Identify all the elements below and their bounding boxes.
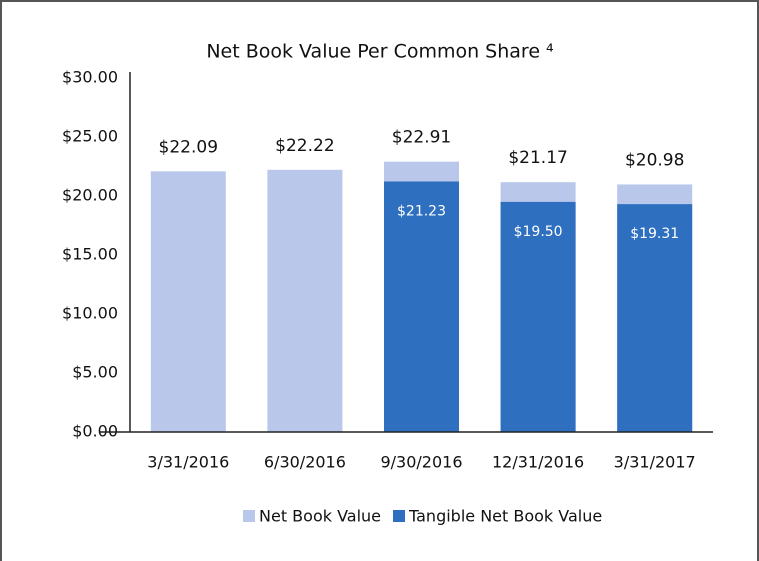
x-tick-label: 3/31/2016: [147, 453, 229, 472]
data-label: $19.31: [630, 226, 679, 242]
data-label: $20.98: [625, 150, 684, 170]
legend-swatch: [243, 510, 255, 522]
legend-label: Net Book Value: [259, 507, 381, 526]
data-label: $22.09: [159, 137, 218, 157]
legend-swatch: [393, 510, 405, 522]
data-label: $21.17: [508, 148, 567, 168]
y-tick-label: $20.00: [62, 186, 118, 205]
bar: [384, 181, 459, 432]
y-tick-label: $10.00: [62, 304, 118, 323]
chart-title: Net Book Value Per Common Share ⁴: [206, 41, 554, 63]
x-tick-label: 9/30/2016: [380, 453, 462, 472]
legend-label: Tangible Net Book Value: [408, 507, 602, 526]
y-tick-label: $5.00: [72, 363, 118, 382]
data-label: $21.23: [397, 203, 446, 219]
y-tick-label: $15.00: [62, 245, 118, 264]
bar: [617, 204, 693, 432]
data-label: $19.50: [514, 224, 563, 240]
y-tick-label: $25.00: [62, 127, 118, 146]
bar: [150, 171, 226, 432]
data-label: $22.22: [275, 136, 334, 156]
data-label: $22.91: [392, 128, 451, 148]
y-tick-label: $30.00: [62, 68, 118, 87]
y-tick-label: $0.00: [72, 422, 118, 441]
x-tick-label: 3/31/2017: [614, 453, 696, 472]
x-tick-label: 12/31/2016: [492, 453, 584, 472]
bar: [267, 169, 343, 432]
bar: [500, 201, 576, 432]
x-tick-label: 6/30/2016: [264, 453, 346, 472]
